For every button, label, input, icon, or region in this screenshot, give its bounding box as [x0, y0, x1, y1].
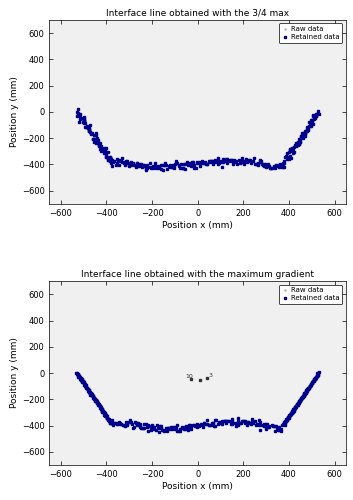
Raw data [130, 420, 134, 426]
Retained data [75, 370, 79, 376]
Raw data [157, 429, 161, 435]
Raw data [297, 399, 301, 405]
Legend: Raw data, Retained data: Raw data, Retained data [279, 284, 342, 304]
Raw data [177, 164, 181, 170]
Retained data [298, 398, 302, 404]
Retained data [144, 166, 148, 172]
Retained data [307, 120, 312, 126]
Raw data [144, 164, 148, 170]
Text: 3: 3 [209, 374, 213, 378]
Line: Raw data: Raw data [75, 372, 320, 433]
Raw data [75, 370, 79, 376]
Retained data [297, 399, 301, 405]
Raw data [91, 136, 96, 142]
Title: Interface line obtained with the maximum gradient: Interface line obtained with the maximum… [81, 270, 314, 279]
Retained data [91, 136, 96, 142]
Retained data [177, 164, 181, 170]
Y-axis label: Position y (mm): Position y (mm) [10, 76, 19, 148]
Retained data [76, 106, 80, 112]
Retained data [157, 429, 161, 435]
Raw data [77, 373, 82, 379]
Retained data [293, 404, 298, 410]
Retained data [316, 370, 321, 376]
Raw data [307, 120, 312, 126]
Retained data [132, 162, 137, 168]
Raw data [316, 110, 321, 116]
X-axis label: Position x (mm): Position x (mm) [162, 220, 233, 230]
Line: Retained data: Retained data [76, 108, 320, 170]
Raw data [144, 166, 148, 172]
Title: Interface line obtained with the 3/4 max: Interface line obtained with the 3/4 max [106, 9, 289, 18]
Raw data [149, 165, 154, 171]
Raw data [317, 370, 321, 376]
Retained data [316, 110, 321, 116]
Retained data [149, 165, 154, 171]
Raw data [132, 162, 137, 168]
Line: Retained data: Retained data [75, 372, 320, 433]
Retained data [144, 164, 148, 170]
X-axis label: Position x (mm): Position x (mm) [162, 482, 233, 490]
Retained data [77, 373, 82, 379]
Retained data [213, 423, 217, 429]
Text: 10: 10 [185, 374, 193, 378]
Retained data [130, 420, 134, 426]
Line: Raw data: Raw data [76, 108, 320, 170]
Raw data [213, 423, 217, 429]
Legend: Raw data, Retained data: Raw data, Retained data [279, 24, 342, 43]
Retained data [317, 370, 321, 376]
Y-axis label: Position y (mm): Position y (mm) [10, 338, 19, 408]
Raw data [298, 398, 302, 404]
Raw data [293, 404, 298, 410]
Raw data [316, 370, 321, 376]
Raw data [76, 106, 80, 112]
